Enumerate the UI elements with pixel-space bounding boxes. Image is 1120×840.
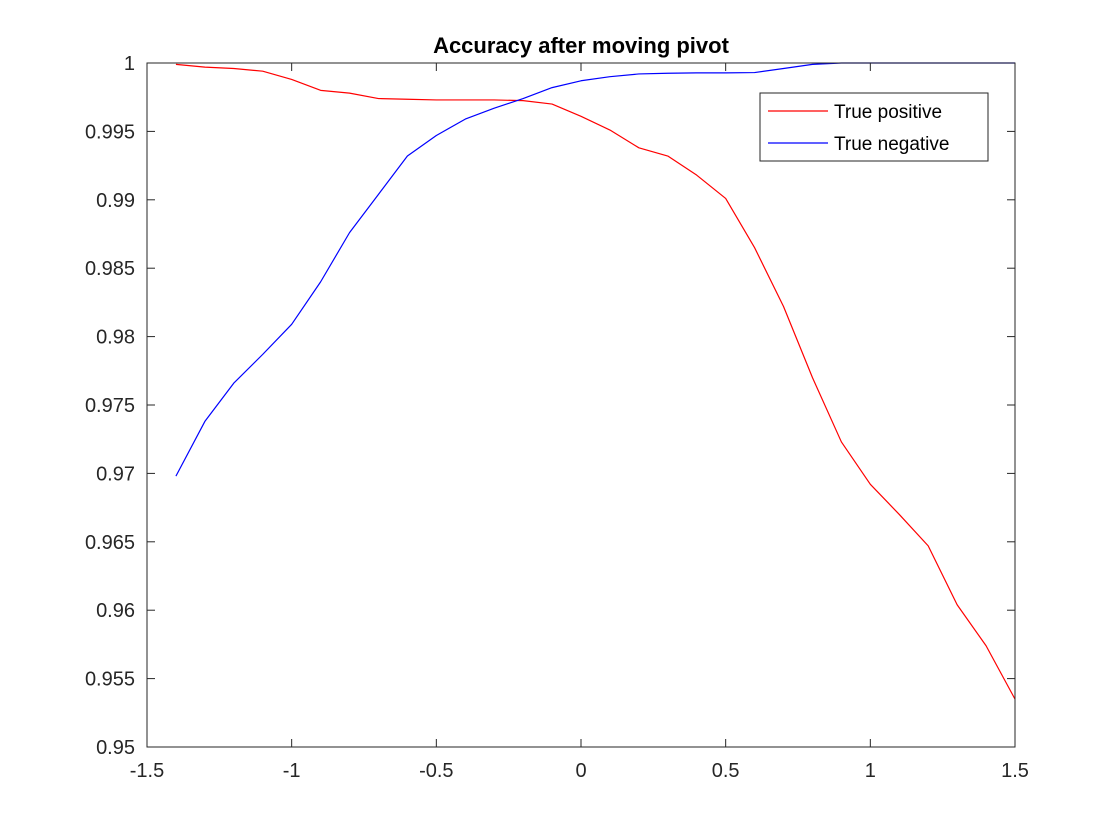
y-tick-label: 0.99 <box>96 190 135 212</box>
x-tick-label: 0 <box>575 760 586 782</box>
y-tick-label: 0.995 <box>85 121 135 143</box>
legend: True positive True negative <box>759 92 989 162</box>
y-tick-label: 0.96 <box>96 600 135 622</box>
y-tick-label: 0.985 <box>85 258 135 280</box>
y-tick-label: 0.965 <box>85 532 135 554</box>
chart-title: Accuracy after moving pivot <box>433 33 730 58</box>
legend-label-true-positive: True positive <box>834 102 942 123</box>
x-tick-label: 1.5 <box>1001 760 1029 782</box>
y-tick-label: 1 <box>124 53 135 75</box>
y-tick-label: 0.95 <box>96 737 135 759</box>
x-tick-label: -0.5 <box>419 760 453 782</box>
ticks-layer: -1.5 -1 -0.5 0 0.5 1 1.5 0.95 0.955 0.96 0.965 0.97… <box>85 53 1029 782</box>
plot-area-background <box>147 63 1015 747</box>
y-tick-label: 0.97 <box>96 463 135 485</box>
y-tick-label: 0.975 <box>85 395 135 417</box>
x-tick-label: -1.5 <box>130 760 164 782</box>
legend-label-true-negative: True negative <box>834 134 949 155</box>
legend-box <box>759 92 989 162</box>
x-tick-label: -1 <box>283 760 301 782</box>
series-line-true-positive <box>175 63 1016 700</box>
x-tick-label: 1 <box>865 760 876 782</box>
x-tick-label: 0.5 <box>712 760 740 782</box>
y-tick-label: 0.98 <box>96 327 135 349</box>
y-tick-label: 0.955 <box>85 669 135 691</box>
